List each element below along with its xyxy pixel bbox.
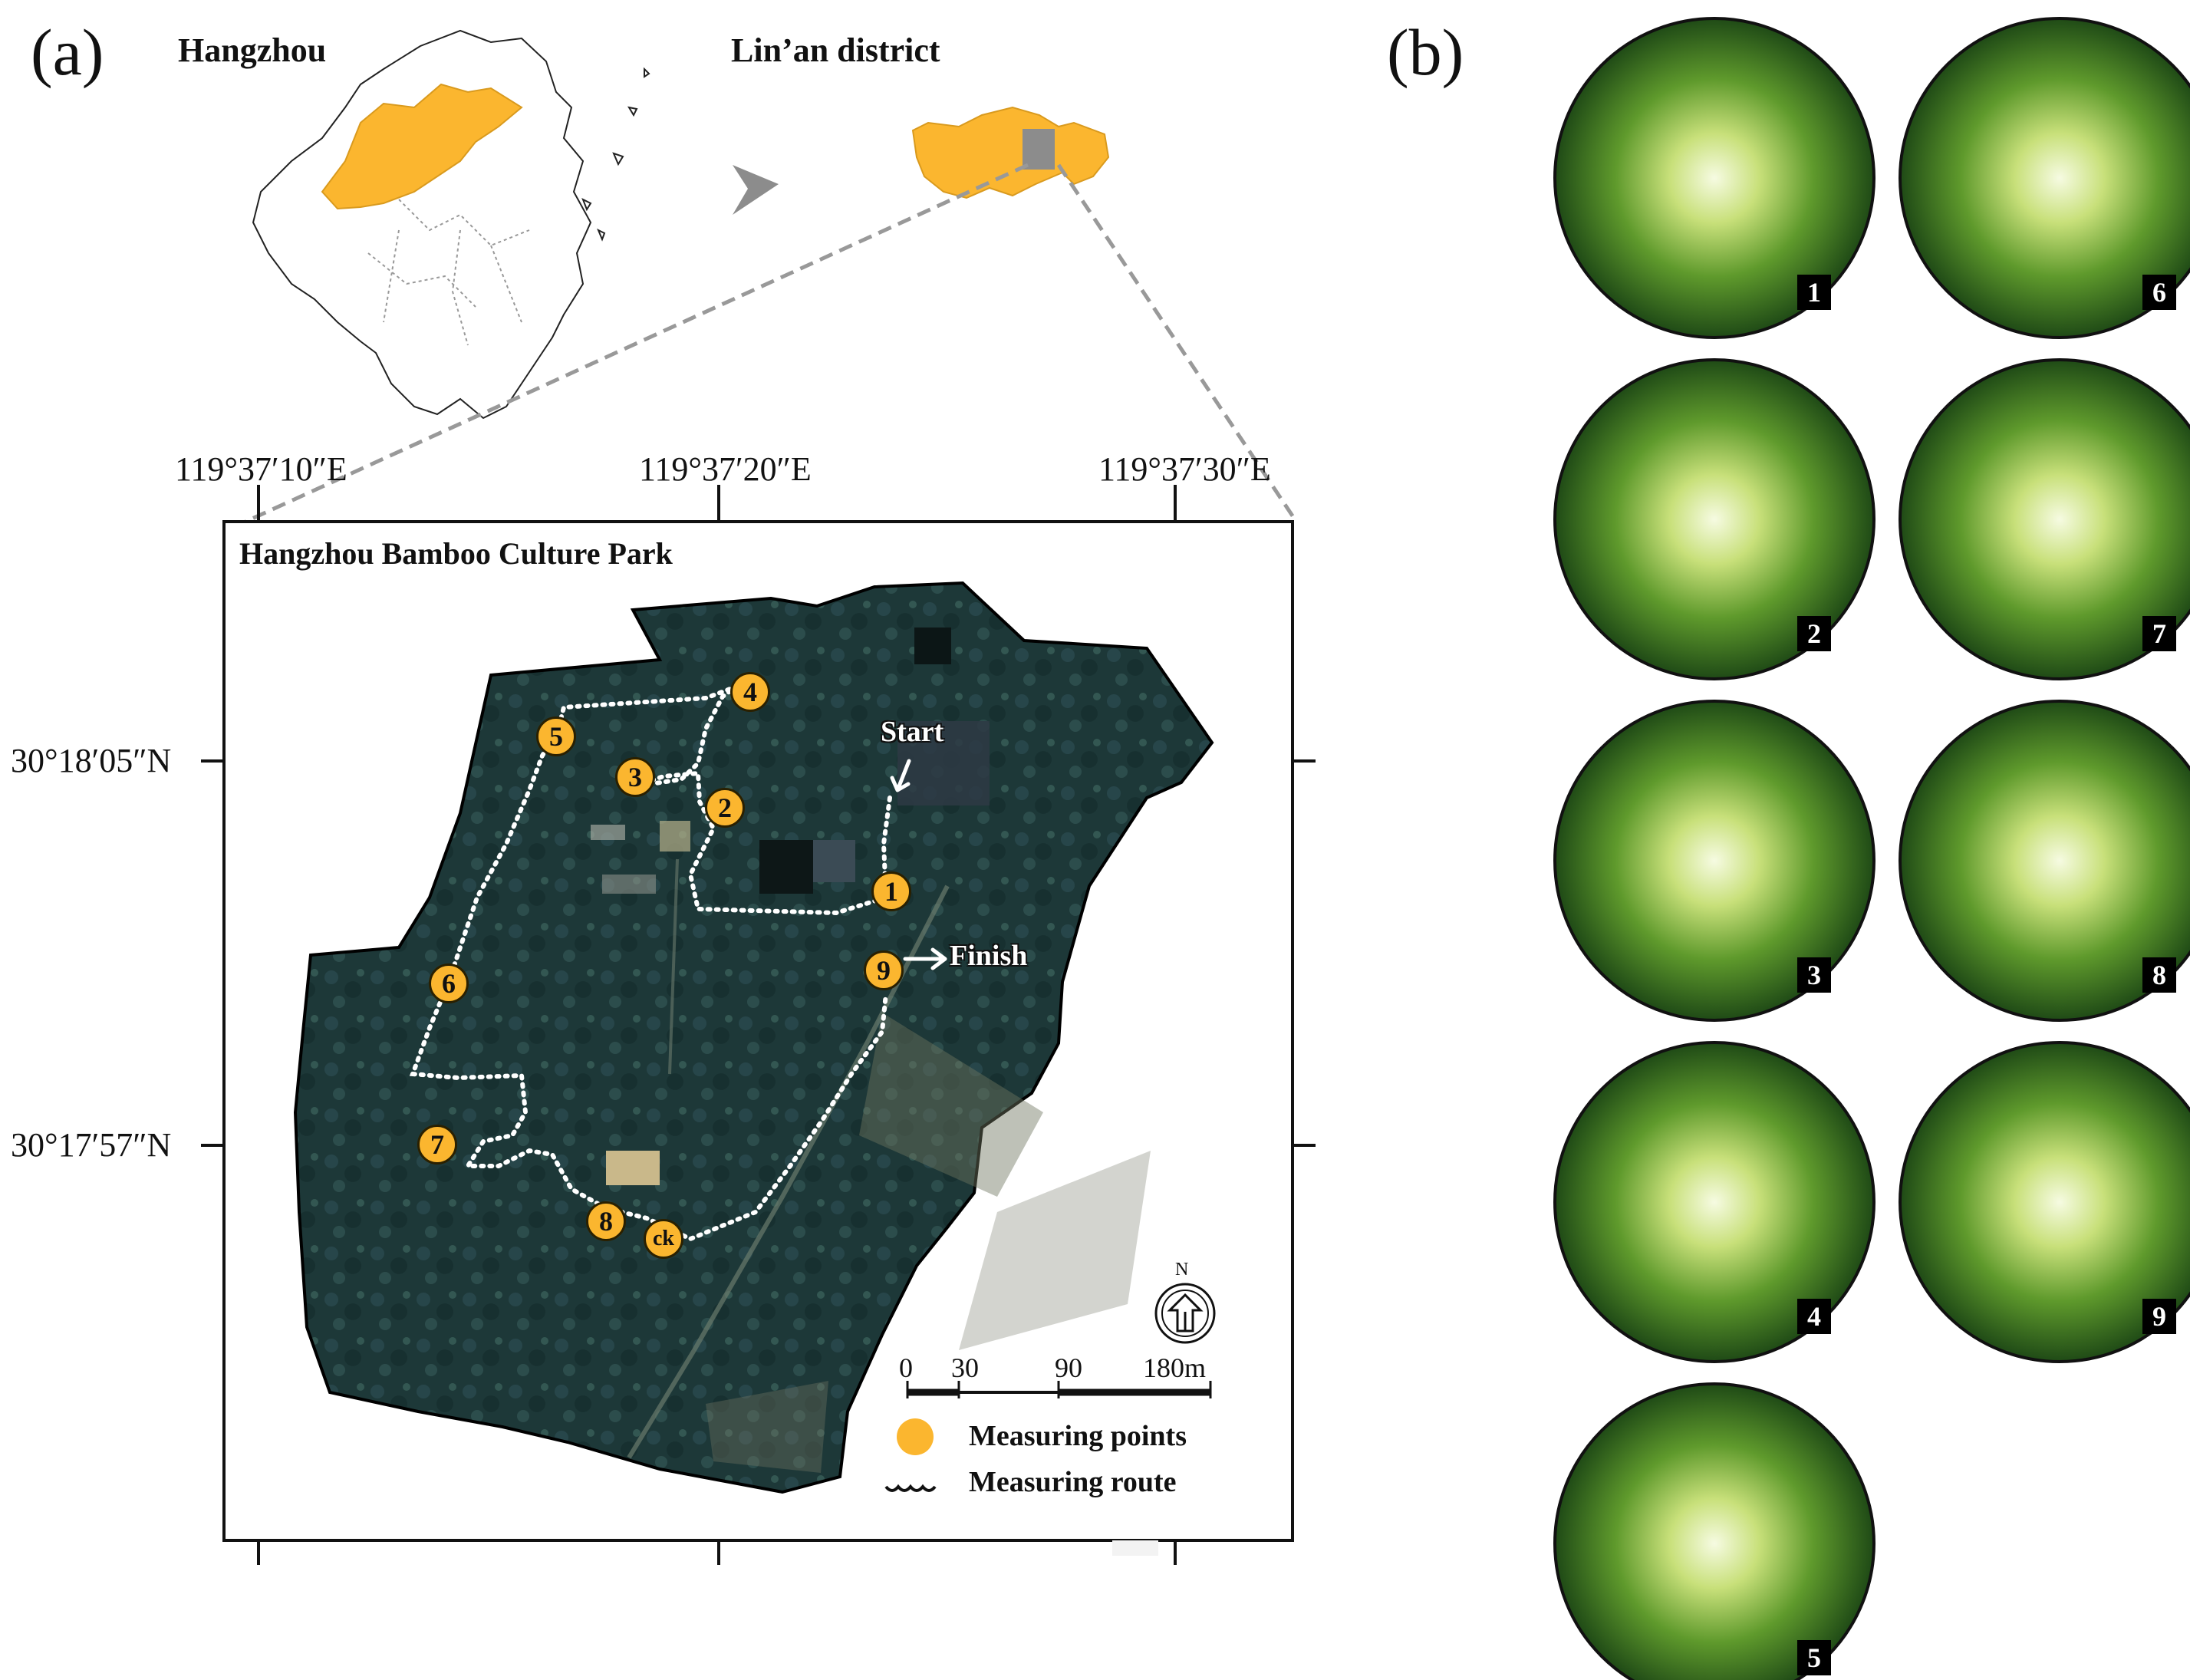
arrow-icon: [733, 165, 779, 215]
photo-number-3: 3: [1797, 957, 1831, 993]
scale-label-180: 180m: [1143, 1352, 1207, 1383]
hangzhou-highlight: [321, 83, 523, 210]
measuring-point-ck: ck: [644, 1219, 683, 1259]
lon-label-2: 119°37′20″E: [639, 450, 812, 488]
photo-number-4: 4: [1797, 1299, 1831, 1334]
legend-route-icon: [884, 1484, 937, 1492]
lon-label-3: 119°37′30″E: [1098, 450, 1271, 488]
province-outline: [252, 29, 592, 420]
start-arrow-icon: [890, 759, 911, 792]
lon-label-1: 119°37′10″E: [175, 450, 347, 488]
photo-number-2: 2: [1797, 616, 1831, 651]
photo-number-1: 1: [1797, 275, 1831, 310]
park-satellite: [293, 581, 1214, 1494]
measuring-point-6: 6: [429, 964, 469, 1003]
scale-label-30: 30: [951, 1352, 979, 1383]
start-label: Start: [881, 716, 944, 748]
measuring-point-8: 8: [586, 1201, 626, 1241]
measuring-route: [409, 684, 892, 1242]
lat-label-2: 30°17′57″N: [11, 1126, 172, 1164]
measuring-point-7: 7: [417, 1125, 457, 1164]
linan-label: Lin’an district: [731, 31, 940, 69]
panel-b-label: (b): [1387, 15, 1464, 89]
legend-route-label: Measuring route: [969, 1466, 1177, 1498]
scale-label-0: 0: [899, 1352, 913, 1383]
photo-number-5: 5: [1797, 1640, 1831, 1675]
measuring-point-5: 5: [536, 716, 576, 756]
finish-label: Finish: [950, 940, 1028, 972]
photo-number-7: 7: [2142, 616, 2176, 651]
legend-points-label: Measuring points: [969, 1420, 1187, 1452]
scale-label-90: 90: [1055, 1352, 1082, 1383]
measuring-point-3: 3: [615, 757, 655, 797]
linan-highlight: [911, 106, 1110, 199]
north-label: N: [1175, 1260, 1189, 1280]
photo-number-8: 8: [2142, 957, 2176, 993]
study-area-box: [1023, 129, 1055, 170]
photo-number-6: 6: [2142, 275, 2176, 310]
legend-point-icon: [897, 1418, 934, 1455]
scale-bar: [906, 1381, 1212, 1398]
measuring-point-9: 9: [864, 950, 904, 990]
panel-a-label: (a): [31, 15, 104, 89]
finish-arrow-icon: [903, 947, 947, 970]
lat-label-1: 30°18′05″N: [11, 742, 172, 779]
measuring-point-1: 1: [871, 871, 911, 911]
hangzhou-label: Hangzhou: [178, 31, 327, 69]
photo-number-9: 9: [2142, 1299, 2176, 1334]
north-arrow-icon: [1154, 1283, 1216, 1344]
measuring-point-4: 4: [730, 672, 770, 712]
photo-circles: [1553, 17, 2190, 1680]
park-title: Hangzhou Bamboo Culture Park: [239, 536, 673, 571]
measuring-point-2: 2: [705, 788, 745, 828]
